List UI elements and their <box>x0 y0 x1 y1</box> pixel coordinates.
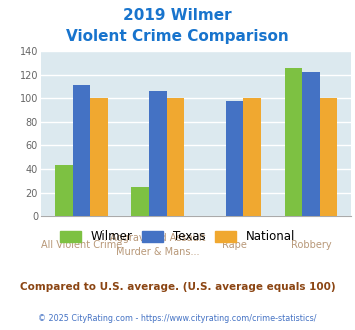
Bar <box>320 98 337 216</box>
Text: 2019 Wilmer: 2019 Wilmer <box>123 8 232 23</box>
Text: Aggravated Assault: Aggravated Assault <box>110 233 206 243</box>
Legend: Wilmer, Texas, National: Wilmer, Texas, National <box>55 226 300 248</box>
Bar <box>243 98 261 216</box>
Bar <box>131 187 149 216</box>
Bar <box>225 101 243 216</box>
Text: © 2025 CityRating.com - https://www.cityrating.com/crime-statistics/: © 2025 CityRating.com - https://www.city… <box>38 314 317 323</box>
Text: Robbery: Robbery <box>291 240 331 250</box>
Text: Murder & Mans...: Murder & Mans... <box>116 247 200 257</box>
Bar <box>284 68 302 216</box>
Text: All Violent Crime: All Violent Crime <box>41 240 122 250</box>
Text: Compared to U.S. average. (U.S. average equals 100): Compared to U.S. average. (U.S. average … <box>20 282 335 292</box>
Text: Rape: Rape <box>222 240 247 250</box>
Bar <box>302 72 320 216</box>
Bar <box>90 98 108 216</box>
Bar <box>167 98 184 216</box>
Bar <box>55 165 72 216</box>
Text: Violent Crime Comparison: Violent Crime Comparison <box>66 29 289 44</box>
Bar <box>149 91 167 216</box>
Bar <box>72 85 90 216</box>
